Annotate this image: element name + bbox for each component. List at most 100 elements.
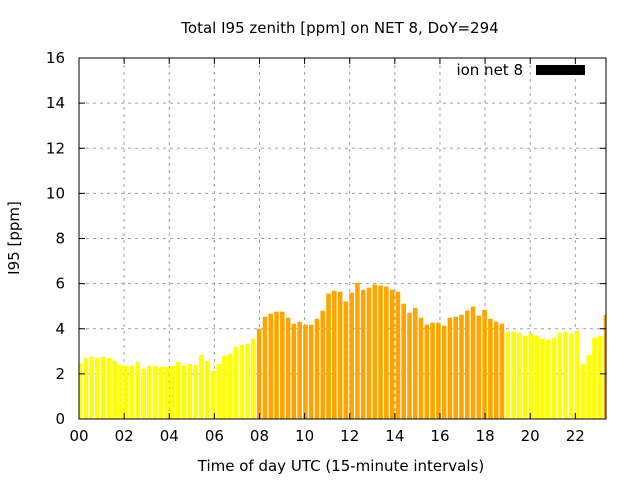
bar — [441, 325, 447, 419]
bar — [262, 316, 268, 419]
bar — [401, 303, 406, 419]
bar — [239, 344, 245, 419]
bar — [106, 357, 112, 419]
bar — [551, 337, 557, 419]
bar — [245, 343, 250, 419]
x-axis-label: Time of day UTC (15-minute intervals) — [197, 457, 484, 475]
bar — [557, 332, 563, 419]
bar — [314, 318, 320, 419]
chart-title: Total I95 zenith [ppm] on NET 8, DoY=294 — [180, 19, 498, 37]
bar — [545, 339, 551, 419]
bar — [147, 365, 152, 419]
bar — [79, 363, 83, 419]
legend: ion net 8 — [456, 61, 585, 79]
bar — [210, 370, 216, 419]
bar — [412, 307, 418, 419]
bar — [586, 354, 591, 419]
bar — [430, 322, 435, 419]
bar — [592, 337, 597, 419]
bar — [297, 321, 302, 419]
y-tick-label: 6 — [55, 275, 65, 293]
bar — [251, 338, 256, 419]
bar — [95, 357, 100, 419]
bar — [476, 315, 482, 419]
bar — [407, 312, 412, 419]
bar — [100, 356, 106, 419]
y-tick-label: 16 — [46, 49, 65, 67]
y-tick-label: 8 — [55, 230, 65, 248]
bar — [181, 365, 187, 419]
legend-label: ion net 8 — [456, 61, 523, 79]
bars — [79, 282, 606, 419]
bar — [170, 365, 175, 419]
legend-swatch — [536, 65, 585, 75]
bar — [499, 323, 505, 419]
bar — [129, 365, 135, 419]
bar — [395, 291, 401, 419]
bar — [534, 335, 539, 419]
x-tick-label: 08 — [250, 427, 269, 445]
bar — [360, 289, 366, 419]
bar — [516, 332, 522, 419]
bar — [493, 321, 499, 419]
bar — [372, 284, 378, 419]
bar — [378, 285, 383, 419]
bar — [522, 335, 528, 419]
bar — [482, 309, 487, 419]
bar — [597, 335, 603, 419]
bar — [366, 287, 372, 419]
bar — [337, 291, 343, 419]
x-tick-label: 14 — [385, 427, 404, 445]
bar — [135, 361, 141, 419]
bar — [470, 306, 476, 419]
bar — [268, 313, 274, 419]
bar — [540, 338, 545, 419]
bar — [511, 331, 516, 419]
x-tick-label: 02 — [115, 427, 134, 445]
bar — [355, 282, 360, 419]
y-tick-label: 4 — [55, 320, 65, 338]
x-tick-label: 12 — [340, 427, 359, 445]
bar — [459, 314, 464, 419]
y-tick-label: 14 — [46, 94, 65, 112]
x-tick-label: 22 — [566, 427, 585, 445]
bar — [580, 363, 586, 419]
x-tick-label: 10 — [295, 427, 314, 445]
x-tick-label: 06 — [205, 427, 224, 445]
y-axis-label: I95 [ppm] — [5, 201, 23, 275]
bar — [187, 363, 193, 419]
bar — [83, 357, 89, 419]
y-tick-label: 0 — [55, 410, 65, 428]
bar — [332, 290, 337, 419]
bar — [256, 328, 262, 419]
bar — [152, 365, 158, 419]
bar — [303, 324, 308, 419]
bar — [308, 324, 314, 419]
bar — [291, 323, 297, 419]
bar — [464, 310, 470, 419]
bar — [89, 356, 94, 419]
y-tick-label: 12 — [46, 139, 65, 157]
x-tick-label: 20 — [521, 427, 540, 445]
bar — [193, 364, 198, 419]
bar — [505, 331, 511, 419]
bar — [204, 360, 210, 419]
bar — [118, 364, 123, 419]
bar — [274, 311, 279, 419]
bar — [349, 292, 354, 419]
bar — [123, 365, 129, 419]
bar — [563, 331, 568, 419]
x-tick-label: 00 — [69, 427, 88, 445]
bar — [603, 314, 606, 419]
bar — [326, 293, 331, 419]
bar — [447, 317, 453, 419]
bar — [164, 366, 170, 419]
y-tick-label: 2 — [55, 365, 65, 383]
bar — [569, 333, 574, 419]
bar — [436, 322, 441, 419]
bar — [343, 301, 349, 419]
bar — [528, 333, 534, 419]
bar — [384, 286, 389, 419]
